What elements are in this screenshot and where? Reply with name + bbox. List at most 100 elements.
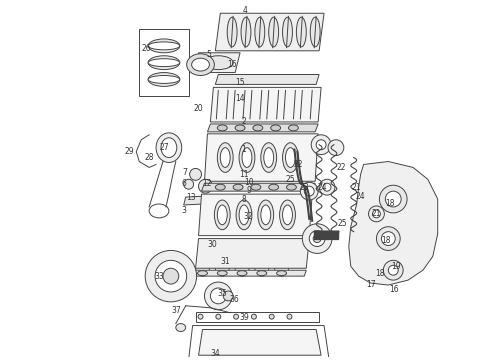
Text: 13: 13 [186, 193, 196, 202]
Ellipse shape [283, 205, 293, 225]
Ellipse shape [287, 314, 292, 319]
Circle shape [379, 185, 407, 213]
Ellipse shape [218, 271, 227, 276]
Text: 33: 33 [154, 272, 164, 281]
Text: 37: 37 [171, 306, 181, 315]
Text: 18: 18 [376, 269, 385, 278]
Polygon shape [198, 329, 321, 355]
Text: 16: 16 [227, 60, 237, 69]
Ellipse shape [218, 143, 233, 172]
Circle shape [368, 206, 384, 222]
Polygon shape [204, 134, 318, 181]
Text: 28: 28 [145, 153, 154, 162]
Circle shape [163, 268, 179, 284]
Text: 26: 26 [141, 44, 151, 53]
Circle shape [328, 140, 344, 156]
Ellipse shape [148, 39, 180, 53]
Text: 22: 22 [336, 163, 345, 172]
Ellipse shape [236, 200, 252, 230]
Circle shape [372, 210, 380, 218]
Polygon shape [215, 75, 319, 84]
Text: 27: 27 [159, 143, 169, 152]
Text: 9: 9 [246, 186, 251, 195]
Ellipse shape [233, 184, 243, 190]
Ellipse shape [257, 271, 267, 276]
Ellipse shape [237, 271, 247, 276]
Circle shape [223, 291, 233, 301]
Circle shape [311, 135, 331, 154]
Polygon shape [210, 87, 321, 122]
Text: 20: 20 [194, 104, 203, 113]
Ellipse shape [289, 125, 298, 131]
Text: 2: 2 [242, 117, 246, 126]
Ellipse shape [161, 138, 177, 158]
Text: 22: 22 [294, 160, 303, 169]
Ellipse shape [310, 17, 320, 47]
Ellipse shape [264, 148, 273, 167]
Ellipse shape [242, 148, 252, 167]
Circle shape [184, 179, 194, 189]
Circle shape [309, 231, 325, 247]
Text: 23: 23 [299, 183, 309, 192]
Circle shape [198, 179, 212, 193]
Circle shape [300, 182, 318, 200]
Ellipse shape [261, 205, 270, 225]
Circle shape [383, 260, 403, 280]
Text: 34: 34 [211, 349, 220, 358]
Ellipse shape [255, 17, 265, 47]
Ellipse shape [220, 148, 230, 167]
Ellipse shape [215, 184, 225, 190]
Ellipse shape [176, 324, 186, 332]
Ellipse shape [234, 314, 239, 319]
Polygon shape [198, 194, 312, 236]
Text: 19: 19 [392, 262, 401, 271]
Text: 12: 12 [202, 179, 211, 188]
Polygon shape [349, 162, 438, 285]
Text: 21: 21 [352, 183, 362, 192]
Ellipse shape [218, 125, 227, 131]
Ellipse shape [148, 76, 180, 84]
Ellipse shape [283, 17, 293, 47]
Text: 8: 8 [242, 194, 246, 203]
Text: 32: 32 [243, 212, 253, 221]
Ellipse shape [198, 314, 203, 319]
Ellipse shape [287, 184, 296, 190]
Ellipse shape [192, 58, 209, 71]
Ellipse shape [149, 204, 169, 218]
Text: 5: 5 [206, 50, 211, 59]
Circle shape [323, 183, 331, 191]
Ellipse shape [148, 73, 180, 86]
Ellipse shape [203, 56, 233, 69]
Polygon shape [196, 312, 319, 321]
Circle shape [155, 260, 187, 292]
Polygon shape [194, 53, 240, 73]
Polygon shape [194, 270, 306, 276]
Ellipse shape [156, 133, 182, 162]
Circle shape [145, 251, 196, 302]
Circle shape [381, 232, 395, 246]
Text: 4: 4 [243, 6, 247, 15]
Ellipse shape [239, 205, 249, 225]
Circle shape [204, 282, 232, 310]
Ellipse shape [197, 271, 207, 276]
Ellipse shape [269, 314, 274, 319]
Ellipse shape [251, 314, 256, 319]
Ellipse shape [269, 17, 279, 47]
Polygon shape [215, 13, 324, 51]
Ellipse shape [148, 42, 180, 50]
Circle shape [210, 288, 226, 304]
Ellipse shape [218, 205, 227, 225]
Circle shape [319, 179, 335, 195]
Ellipse shape [269, 184, 279, 190]
Text: 31: 31 [220, 257, 230, 266]
Text: 18: 18 [382, 236, 391, 245]
Polygon shape [207, 124, 318, 132]
Ellipse shape [216, 314, 221, 319]
Text: 24: 24 [356, 192, 366, 201]
Text: 11: 11 [239, 170, 249, 179]
Circle shape [388, 265, 398, 275]
Circle shape [316, 140, 326, 150]
Ellipse shape [283, 143, 298, 172]
Ellipse shape [214, 200, 230, 230]
Ellipse shape [187, 54, 214, 76]
